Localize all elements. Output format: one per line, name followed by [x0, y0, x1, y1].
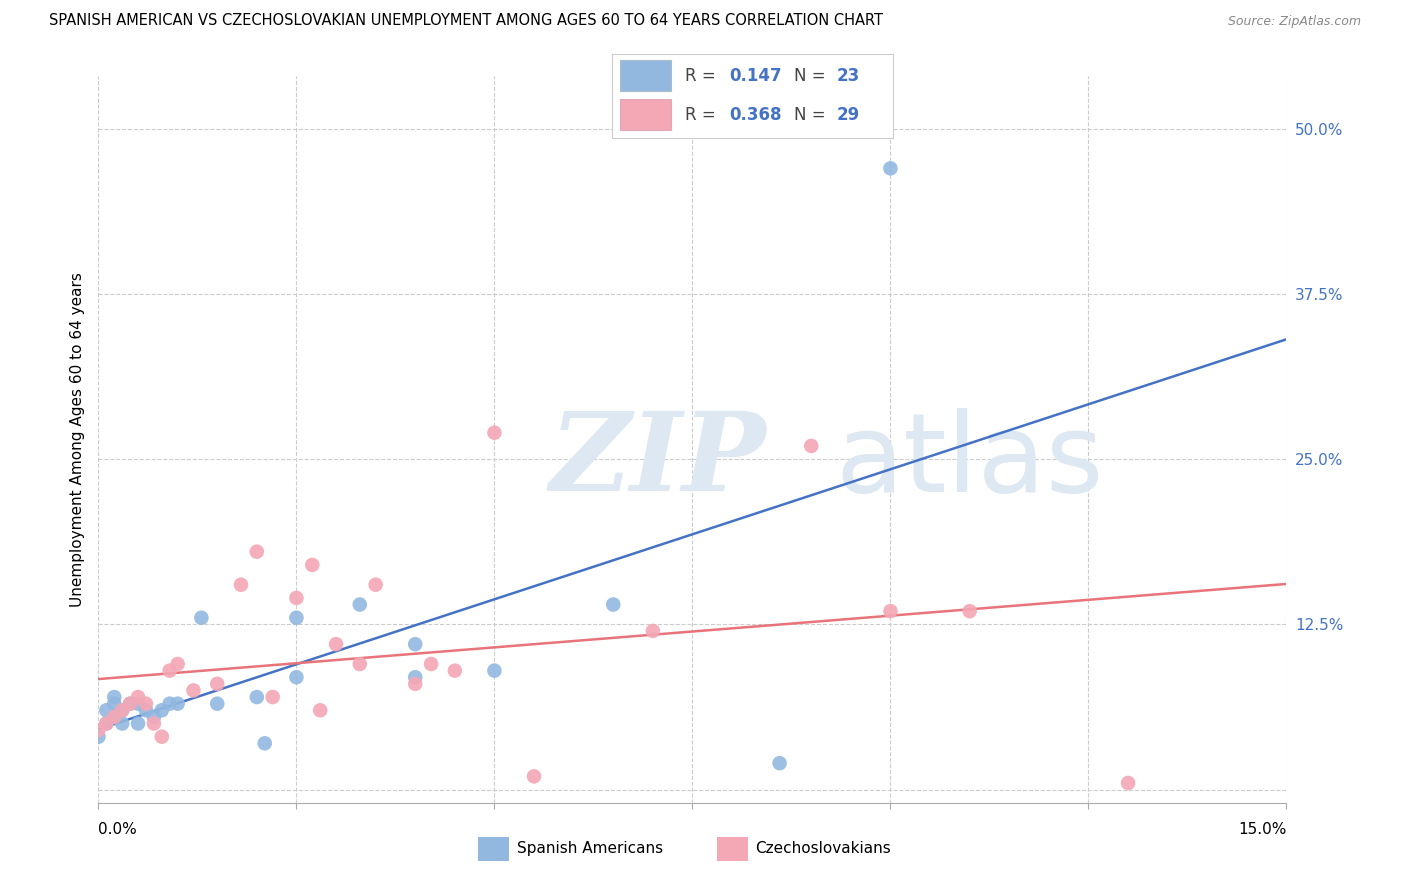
Point	[87, 730, 110, 744]
Text: SPANISH AMERICAN VS CZECHOSLOVAKIAN UNEMPLOYMENT AMONG AGES 60 TO 64 YEARS CORRE: SPANISH AMERICAN VS CZECHOSLOVAKIAN UNEM…	[49, 13, 883, 28]
Point	[135, 703, 157, 717]
Point	[96, 716, 118, 731]
Point	[229, 578, 252, 592]
Point	[111, 703, 134, 717]
Point	[127, 716, 149, 731]
Text: ZIP: ZIP	[550, 408, 766, 515]
Point	[159, 664, 181, 678]
Point	[190, 611, 212, 625]
Point	[641, 624, 664, 638]
Point	[768, 756, 790, 771]
Point	[205, 677, 228, 691]
Point	[523, 769, 546, 783]
Point	[879, 604, 901, 618]
Point	[120, 697, 142, 711]
Point	[96, 703, 118, 717]
Text: atlas: atlas	[835, 408, 1104, 515]
Point	[103, 690, 125, 704]
Point	[262, 690, 284, 704]
Text: N =: N =	[794, 105, 831, 123]
Point	[325, 637, 347, 651]
Point	[364, 578, 387, 592]
Point	[246, 690, 269, 704]
Text: 0.368: 0.368	[730, 105, 782, 123]
Point	[349, 598, 371, 612]
Point	[103, 710, 125, 724]
Point	[800, 439, 823, 453]
Point	[246, 544, 269, 558]
Text: 0.147: 0.147	[730, 67, 782, 85]
Point	[420, 657, 443, 671]
Point	[103, 710, 125, 724]
Point	[127, 690, 149, 704]
Text: Czechoslovakians: Czechoslovakians	[755, 841, 891, 855]
Text: 0.0%: 0.0%	[98, 822, 138, 837]
Text: Spanish Americans: Spanish Americans	[516, 841, 662, 855]
Text: R =: R =	[685, 67, 721, 85]
Point	[127, 697, 149, 711]
Point	[285, 591, 308, 605]
Text: N =: N =	[794, 67, 831, 85]
Point	[404, 670, 426, 684]
Point	[484, 664, 506, 678]
Point	[150, 703, 173, 717]
Point	[404, 677, 426, 691]
Point	[120, 697, 142, 711]
Y-axis label: Unemployment Among Ages 60 to 64 years: Unemployment Among Ages 60 to 64 years	[69, 272, 84, 607]
Bar	[717, 837, 748, 862]
Point	[253, 736, 276, 750]
Point	[444, 664, 467, 678]
Point	[166, 697, 188, 711]
Point	[602, 598, 624, 612]
Point	[166, 657, 188, 671]
Point	[205, 697, 228, 711]
Point	[142, 716, 165, 731]
Point	[285, 670, 308, 684]
Point	[309, 703, 332, 717]
Point	[879, 161, 901, 176]
Point	[150, 730, 173, 744]
Point	[135, 697, 157, 711]
Point	[959, 604, 981, 618]
Point	[285, 611, 308, 625]
Text: R =: R =	[685, 105, 721, 123]
Point	[96, 716, 118, 731]
Bar	[620, 99, 671, 130]
Point	[111, 716, 134, 731]
Point	[111, 703, 134, 717]
Point	[183, 683, 205, 698]
Text: 15.0%: 15.0%	[1239, 822, 1286, 837]
Point	[103, 697, 125, 711]
Bar	[620, 61, 671, 91]
Point	[87, 723, 110, 737]
Point	[159, 697, 181, 711]
Text: Source: ZipAtlas.com: Source: ZipAtlas.com	[1227, 15, 1361, 28]
Point	[142, 710, 165, 724]
Bar	[478, 837, 509, 862]
Text: 23: 23	[837, 67, 860, 85]
Point	[1116, 776, 1139, 790]
Point	[349, 657, 371, 671]
Point	[484, 425, 506, 440]
Text: 29: 29	[837, 105, 860, 123]
Point	[404, 637, 426, 651]
Point	[301, 558, 323, 572]
